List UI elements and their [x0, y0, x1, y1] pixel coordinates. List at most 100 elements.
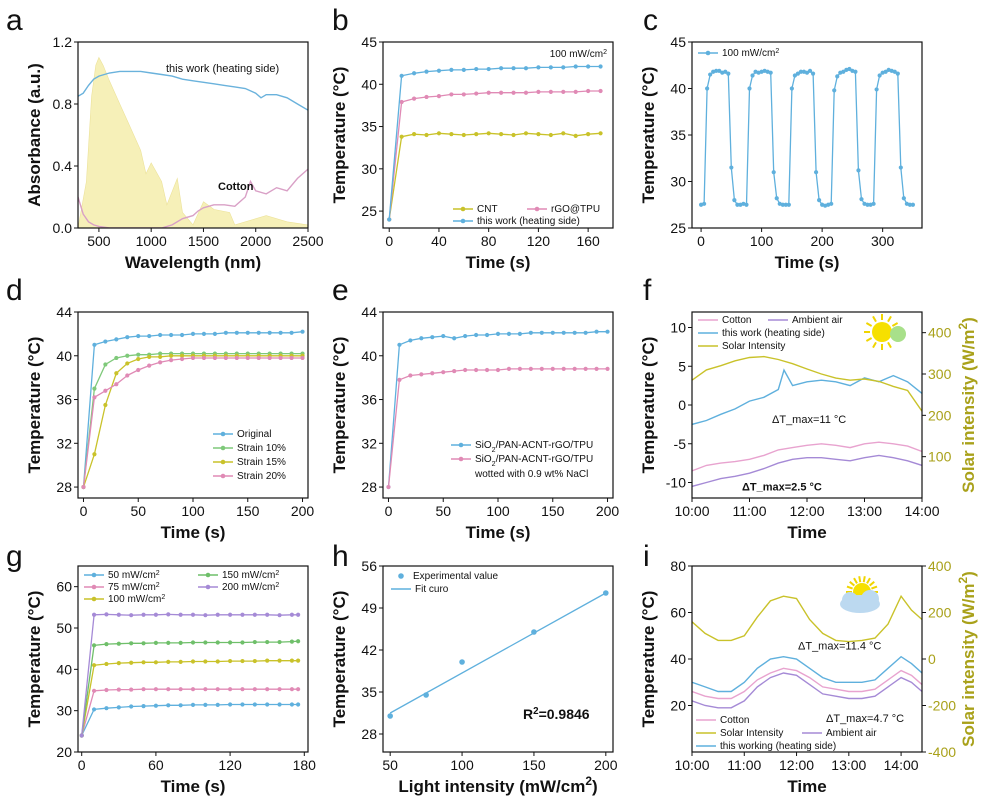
panel-g: 0 60 120 180 20 30 40 50 60 Time (s) Temperature (…	[25, 565, 317, 796]
panel-label-f: f	[643, 274, 652, 307]
x-tick-label: 180	[293, 757, 317, 773]
data-point	[265, 702, 270, 707]
data-point	[234, 330, 239, 335]
y-tick-label: 10	[670, 320, 686, 336]
data-point	[892, 69, 897, 74]
y-tick-label: 40	[361, 348, 377, 364]
data-point	[603, 590, 609, 596]
data-point	[910, 202, 916, 207]
data-point	[234, 355, 239, 361]
x-tick-label: 200	[594, 757, 618, 773]
y-tick-label: 60	[670, 605, 686, 621]
series-line	[692, 655, 922, 693]
data-point	[215, 659, 220, 664]
legend-label-continued: wotted with 0.9 wt% NaCl	[474, 469, 588, 480]
plot-area	[387, 590, 609, 719]
data-point	[817, 198, 822, 203]
data-point	[463, 333, 468, 339]
data-point	[474, 132, 479, 137]
x-tick-label: 150	[541, 503, 565, 519]
sun-ray	[853, 577, 858, 584]
y-tick-label: 35	[361, 684, 377, 700]
data-point	[548, 132, 553, 138]
data-point	[178, 703, 183, 708]
data-point	[91, 612, 97, 617]
series-line	[81, 688, 299, 736]
data-point	[729, 165, 734, 170]
y-tick-label: 5	[678, 358, 686, 374]
y-tick-label: 30	[361, 161, 377, 177]
data-point	[424, 94, 429, 100]
data-point	[583, 330, 588, 335]
data-point	[168, 332, 174, 338]
data-point	[732, 198, 737, 203]
data-point	[859, 197, 864, 202]
data-point	[705, 86, 710, 91]
y-tick-label: 0.8	[53, 96, 73, 112]
data-point	[240, 687, 245, 692]
data-point	[499, 90, 504, 95]
data-point	[296, 639, 301, 644]
sun-ray	[849, 580, 855, 587]
data-point	[871, 201, 876, 206]
plot-area	[81, 329, 305, 490]
data-point	[411, 71, 417, 76]
legend-label: this work (heating side)	[722, 328, 825, 339]
y-axis-title: Temperature (°C)	[639, 591, 658, 728]
data-point	[486, 90, 491, 95]
x-axis-title: Time (s)	[466, 523, 531, 542]
data-point	[240, 658, 245, 664]
data-point	[203, 613, 208, 618]
data-point	[536, 89, 541, 94]
y2-tick-label: 400	[928, 325, 952, 341]
series-line	[81, 613, 299, 736]
data-point	[125, 335, 130, 340]
y-tick-label: 0	[678, 397, 686, 413]
plot-frame	[77, 41, 309, 229]
data-point	[227, 702, 233, 707]
data-point	[436, 131, 442, 136]
x-tick-label: 200	[596, 503, 620, 519]
series-line	[692, 667, 922, 700]
data-point	[168, 353, 174, 358]
x-tick-label: 1000	[136, 233, 167, 249]
data-point	[203, 687, 208, 692]
legend-label: 200 mW/cm2	[222, 582, 279, 594]
x-tick-label: 0	[80, 503, 88, 519]
data-point	[723, 69, 728, 74]
x-axis-title: Time (s)	[161, 523, 226, 542]
data-point	[747, 86, 752, 91]
data-point	[158, 332, 163, 338]
data-point	[125, 373, 130, 378]
data-point	[436, 68, 442, 73]
legend-label: rGO@TPU	[551, 204, 600, 215]
data-point	[786, 202, 791, 207]
data-point	[523, 66, 529, 71]
x-axis-title: Time (s)	[466, 253, 531, 272]
y-tick-label: 40	[361, 76, 377, 92]
data-point	[129, 641, 134, 646]
data-point	[506, 366, 512, 371]
data-point	[411, 96, 417, 101]
data-point	[792, 73, 797, 78]
sun-ray	[869, 580, 875, 587]
sun-disc	[872, 322, 892, 342]
plot-area	[692, 594, 922, 709]
data-point	[79, 733, 84, 738]
legend-swatch-marker	[460, 206, 466, 212]
data-point	[147, 333, 152, 339]
data-point	[215, 612, 220, 617]
data-point	[265, 658, 270, 663]
data-point	[561, 366, 566, 371]
data-point	[277, 658, 282, 663]
data-point	[277, 639, 282, 645]
legend-label: this work (heating side)	[477, 216, 580, 227]
data-point	[256, 355, 261, 361]
data-point	[774, 196, 779, 201]
data-point	[103, 339, 108, 344]
x-tick-label: 0	[385, 233, 393, 249]
data-point	[136, 356, 141, 362]
data-point	[780, 202, 785, 207]
y-tick-label: 32	[361, 435, 377, 451]
x-axis-title: Light intensity (mW/cm2)	[398, 774, 597, 796]
